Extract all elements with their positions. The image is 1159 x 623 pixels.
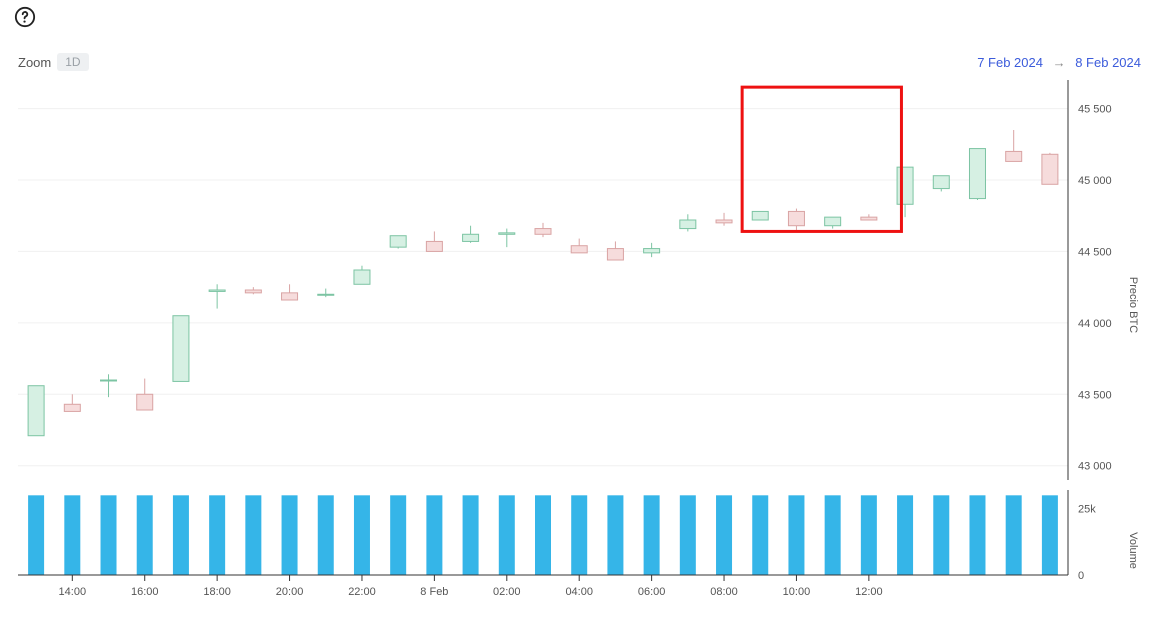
- volume-bar[interactable]: [463, 495, 479, 575]
- candle[interactable]: [1006, 151, 1022, 161]
- price-tick-label: 44 000: [1078, 318, 1112, 330]
- candle[interactable]: [209, 290, 225, 291]
- candle[interactable]: [282, 293, 298, 300]
- time-tick-label: 10:00: [783, 586, 811, 598]
- candle[interactable]: [426, 241, 442, 251]
- volume-bar[interactable]: [571, 495, 587, 575]
- candle[interactable]: [245, 290, 261, 293]
- price-tick-label: 45 000: [1078, 175, 1112, 187]
- volume-bar[interactable]: [861, 495, 877, 575]
- candle[interactable]: [897, 167, 913, 204]
- date-range: 7 Feb 2024 → 8 Feb 2024: [977, 55, 1141, 70]
- time-tick-label: 18:00: [203, 586, 231, 598]
- candle[interactable]: [64, 404, 80, 411]
- volume-bar[interactable]: [101, 495, 117, 575]
- date-from-link[interactable]: 7 Feb 2024: [977, 55, 1043, 70]
- volume-bar[interactable]: [752, 495, 768, 575]
- candle[interactable]: [969, 149, 985, 199]
- volume-bar[interactable]: [173, 495, 189, 575]
- time-tick-label: 06:00: [638, 586, 666, 598]
- candle[interactable]: [173, 316, 189, 382]
- volume-bar[interactable]: [137, 495, 153, 575]
- volume-bar[interactable]: [969, 495, 985, 575]
- volume-bar[interactable]: [28, 495, 44, 575]
- candle[interactable]: [788, 211, 804, 225]
- volume-bar[interactable]: [245, 495, 261, 575]
- candle[interactable]: [933, 176, 949, 189]
- time-tick-label: 16:00: [131, 586, 159, 598]
- price-tick-label: 45 500: [1078, 104, 1112, 116]
- time-tick-label: 04:00: [565, 586, 593, 598]
- candlestick-chart[interactable]: 43 000 43 500 44 000 44 500 45 000 45 500 Prec…: [18, 80, 1141, 615]
- candle[interactable]: [28, 386, 44, 436]
- volume-bar[interactable]: [644, 495, 660, 575]
- candle[interactable]: [680, 220, 696, 229]
- volume-bar[interactable]: [788, 495, 804, 575]
- volume-bar[interactable]: [1042, 495, 1058, 575]
- volume-bar[interactable]: [318, 495, 334, 575]
- candle[interactable]: [463, 234, 479, 241]
- volume-bar[interactable]: [390, 495, 406, 575]
- volume-bar[interactable]: [897, 495, 913, 575]
- volume-bar[interactable]: [1006, 495, 1022, 575]
- volume-bar[interactable]: [535, 495, 551, 575]
- price-tick-label: 43 000: [1078, 461, 1112, 473]
- price-axis-title: Precio BTC: [1127, 277, 1139, 333]
- time-tick-label: 12:00: [855, 586, 883, 598]
- volume-tick-label: 25k: [1078, 504, 1096, 516]
- candle[interactable]: [318, 294, 334, 295]
- volume-bar[interactable]: [499, 495, 515, 575]
- time-tick-label: 20:00: [276, 586, 304, 598]
- volume-bar[interactable]: [680, 495, 696, 575]
- volume-axis-title: Volume: [1127, 532, 1139, 569]
- volume-bar[interactable]: [354, 495, 370, 575]
- candle[interactable]: [752, 211, 768, 220]
- chart-toolbar: Zoom 1D 7 Feb 2024 → 8 Feb 2024: [18, 50, 1141, 74]
- candle[interactable]: [1042, 154, 1058, 184]
- volume-bar[interactable]: [716, 495, 732, 575]
- candle[interactable]: [644, 249, 660, 253]
- help-icon[interactable]: [14, 6, 36, 33]
- volume-tick-label: 0: [1078, 570, 1084, 582]
- volume-bar[interactable]: [282, 495, 298, 575]
- candle[interactable]: [571, 246, 587, 253]
- candle[interactable]: [499, 233, 515, 234]
- candle[interactable]: [137, 394, 153, 410]
- price-tick-label: 44 500: [1078, 246, 1112, 258]
- volume-bar[interactable]: [426, 495, 442, 575]
- candle[interactable]: [607, 249, 623, 260]
- time-tick-label: 02:00: [493, 586, 521, 598]
- candle[interactable]: [716, 220, 732, 223]
- candle[interactable]: [861, 217, 877, 220]
- time-tick-label: 8 Feb: [420, 586, 448, 598]
- candle[interactable]: [825, 217, 841, 226]
- candle[interactable]: [390, 236, 406, 247]
- volume-bar[interactable]: [825, 495, 841, 575]
- time-tick-label: 14:00: [59, 586, 87, 598]
- candle[interactable]: [354, 270, 370, 284]
- time-tick-label: 22:00: [348, 586, 376, 598]
- candle[interactable]: [101, 380, 117, 381]
- arrow-right-icon: →: [1053, 55, 1066, 70]
- volume-bar[interactable]: [64, 495, 80, 575]
- volume-bar[interactable]: [607, 495, 623, 575]
- price-tick-label: 43 500: [1078, 389, 1112, 401]
- volume-bar[interactable]: [209, 495, 225, 575]
- candle[interactable]: [535, 229, 551, 235]
- volume-bar[interactable]: [933, 495, 949, 575]
- date-to-link[interactable]: 8 Feb 2024: [1075, 55, 1141, 70]
- time-tick-label: 08:00: [710, 586, 738, 598]
- zoom-1d-button[interactable]: 1D: [57, 53, 88, 71]
- zoom-label: Zoom: [18, 55, 51, 70]
